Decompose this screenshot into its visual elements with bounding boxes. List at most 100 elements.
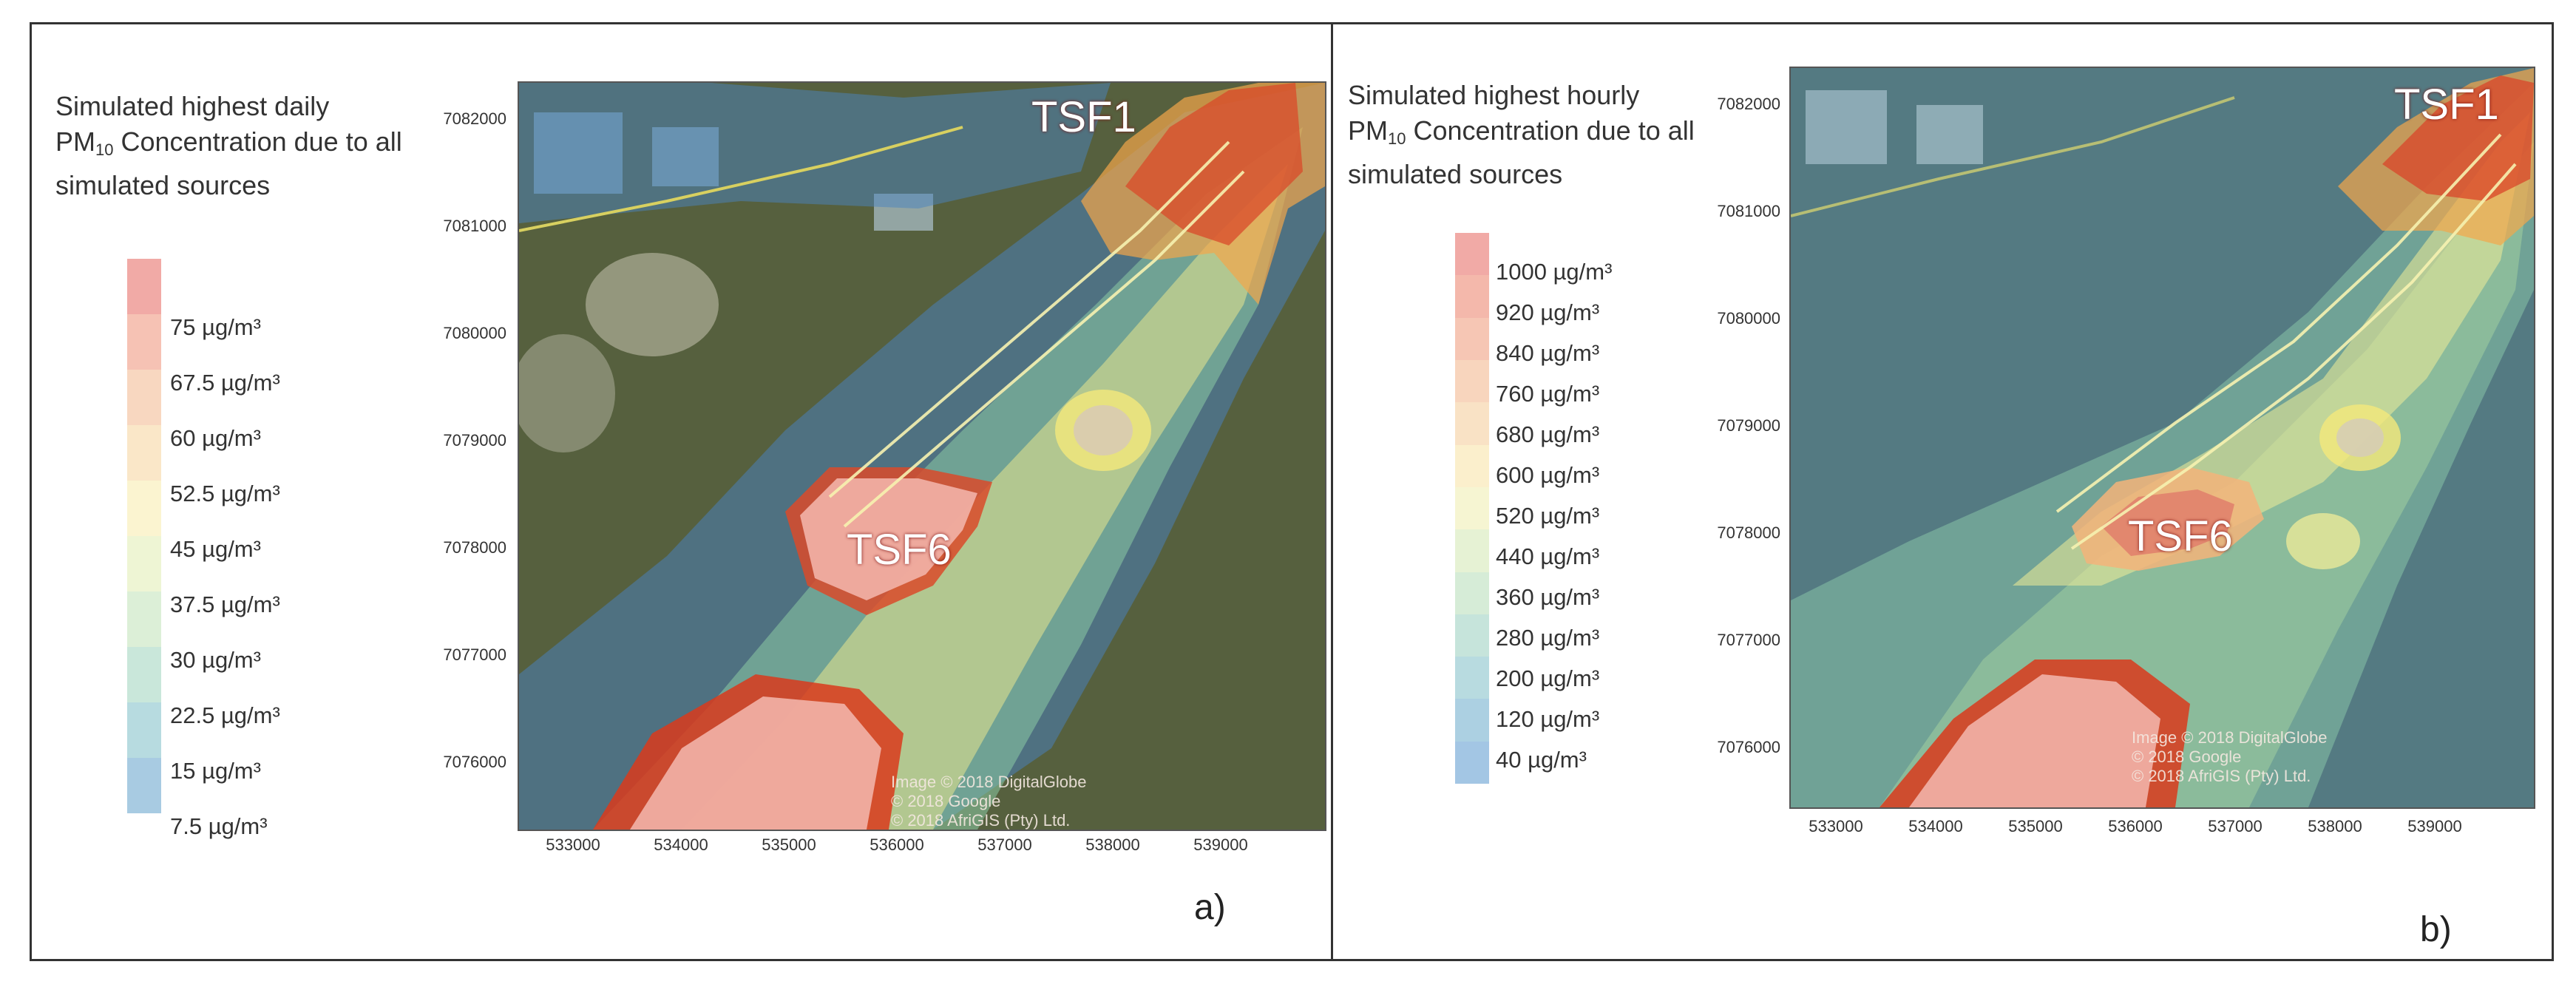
y-tick-label: 7081000 (443, 217, 506, 235)
legend-swatch (1455, 233, 1489, 276)
legend-label: 75 µg/m³ (170, 314, 261, 340)
legend-swatch (127, 591, 161, 647)
legend-swatch (127, 536, 161, 591)
panel-divider (1331, 22, 1333, 961)
pm-subscript: 10 (95, 140, 114, 159)
color-legend-a (127, 259, 161, 813)
legend-swatch (1455, 317, 1489, 360)
panel-letter-b: b) (2420, 910, 2452, 949)
legend-swatch (127, 259, 161, 314)
legend-swatch (127, 758, 161, 813)
legend-label: 60 µg/m³ (170, 425, 261, 451)
legend-label: 7.5 µg/m³ (170, 813, 268, 839)
legend-label: 680 µg/m³ (1496, 421, 1600, 447)
legend-swatch (127, 314, 161, 370)
legend-title-line2: PM10 Concentration due to all (1348, 113, 1695, 157)
site-label-tsf1: TSF1 (1031, 93, 1136, 141)
legend-label: 920 µg/m³ (1496, 299, 1600, 325)
x-tick-label: 533000 (546, 835, 600, 854)
legend-swatch (1455, 699, 1489, 742)
legend-swatch (1455, 444, 1489, 487)
legend-title-line1: Simulated highest hourly (1348, 80, 1640, 110)
copyright-line: © 2018 AfriGIS (Pty) Ltd. (2132, 767, 2311, 785)
site-label-tsf6: TSF6 (2128, 512, 2233, 560)
x-tick-label: 539000 (1193, 835, 1248, 854)
legend-label: 120 µg/m³ (1496, 706, 1600, 732)
imagery-copyright-b: Image © 2018 DigitalGlobe © 2018 Google … (2132, 728, 2327, 786)
legend-swatch (1455, 402, 1489, 445)
x-tick-label: 537000 (2208, 817, 2263, 835)
legend-title-line1: Simulated highest daily (55, 91, 330, 121)
figure-frame (30, 22, 2554, 961)
legend-title-line2-rest: Concentration due to all (1406, 115, 1695, 146)
panel-letter-a: a) (1194, 888, 1226, 927)
legend-label: 840 µg/m³ (1496, 340, 1600, 366)
legend-swatch (127, 481, 161, 536)
pm-label: PM (1348, 115, 1388, 146)
pm-subscript: 10 (1388, 129, 1406, 148)
x-tick-label: 533000 (1809, 817, 1863, 835)
x-tick-label: 538000 (2308, 817, 2362, 835)
map-b (1789, 67, 2535, 809)
x-tick-label: 536000 (2108, 817, 2163, 835)
imagery-copyright-a: Image © 2018 DigitalGlobe © 2018 Google … (891, 773, 1086, 830)
x-tick-label: 538000 (1085, 835, 1140, 854)
y-tick-label: 7078000 (443, 538, 506, 557)
legend-label: 40 µg/m³ (1496, 747, 1587, 773)
y-tick-label: 7080000 (1717, 309, 1780, 328)
legend-swatch (1455, 529, 1489, 572)
y-tick-label: 7078000 (1717, 523, 1780, 542)
legend-swatch (127, 370, 161, 425)
legend-label: 520 µg/m³ (1496, 503, 1600, 529)
legend-label: 200 µg/m³ (1496, 665, 1600, 691)
copyright-line: Image © 2018 DigitalGlobe (2132, 728, 2328, 747)
legend-label: 45 µg/m³ (170, 536, 261, 562)
legend-swatch (127, 425, 161, 481)
legend-swatch (1455, 741, 1489, 784)
y-tick-label: 7080000 (443, 324, 506, 342)
x-tick-label: 534000 (1908, 817, 1963, 835)
y-tick-label: 7077000 (1717, 631, 1780, 649)
legend-label: 760 µg/m³ (1496, 381, 1600, 407)
site-label-tsf6: TSF6 (847, 526, 952, 574)
y-tick-label: 7079000 (443, 431, 506, 450)
copyright-line: © 2018 AfriGIS (Pty) Ltd. (891, 811, 1071, 830)
legend-label: 15 µg/m³ (170, 758, 261, 784)
legend-label: 600 µg/m³ (1496, 462, 1600, 488)
y-tick-label: 7077000 (443, 645, 506, 664)
site-label-tsf1: TSF1 (2394, 81, 2499, 129)
y-tick-label: 7076000 (1717, 738, 1780, 756)
legend-label: 52.5 µg/m³ (170, 481, 280, 506)
legend-swatch (1455, 486, 1489, 530)
legend-title-line2-rest: Concentration due to all (113, 126, 402, 157)
legend-swatch (1455, 657, 1489, 699)
x-tick-label: 537000 (977, 835, 1032, 854)
y-tick-label: 7082000 (1717, 95, 1780, 113)
legend-label: 22.5 µg/m³ (170, 702, 280, 728)
legend-title-line2: PM10 Concentration due to all (55, 124, 402, 168)
map-a (518, 81, 1326, 831)
y-tick-label: 7081000 (1717, 202, 1780, 220)
x-tick-label: 534000 (654, 835, 708, 854)
pm10-hourly-map (1791, 68, 2534, 807)
legend-title-line3: simulated sources (55, 170, 271, 200)
legend-swatch (127, 702, 161, 758)
copyright-line: Image © 2018 DigitalGlobe (891, 773, 1087, 791)
legend-title-line3: simulated sources (1348, 159, 1563, 189)
legend-title-a: Simulated highest daily PM10 Concentrati… (55, 89, 402, 203)
panel-a: Simulated highest daily PM10 Concentrati… (30, 22, 1331, 961)
legend-swatch (127, 647, 161, 702)
legend-label: 360 µg/m³ (1496, 584, 1600, 610)
x-tick-label: 535000 (2008, 817, 2063, 835)
legend-title-b: Simulated highest hourly PM10 Concentrat… (1348, 78, 1695, 192)
legend-swatch (1455, 572, 1489, 614)
legend-label: 37.5 µg/m³ (170, 591, 280, 617)
color-legend-b (1455, 233, 1489, 784)
pm-label: PM (55, 126, 95, 157)
legend-label: 67.5 µg/m³ (170, 370, 280, 396)
y-tick-label: 7079000 (1717, 416, 1780, 435)
legend-swatch (1455, 614, 1489, 657)
x-tick-label: 535000 (762, 835, 816, 854)
legend-swatch (1455, 275, 1489, 318)
legend-swatch (1455, 359, 1489, 403)
